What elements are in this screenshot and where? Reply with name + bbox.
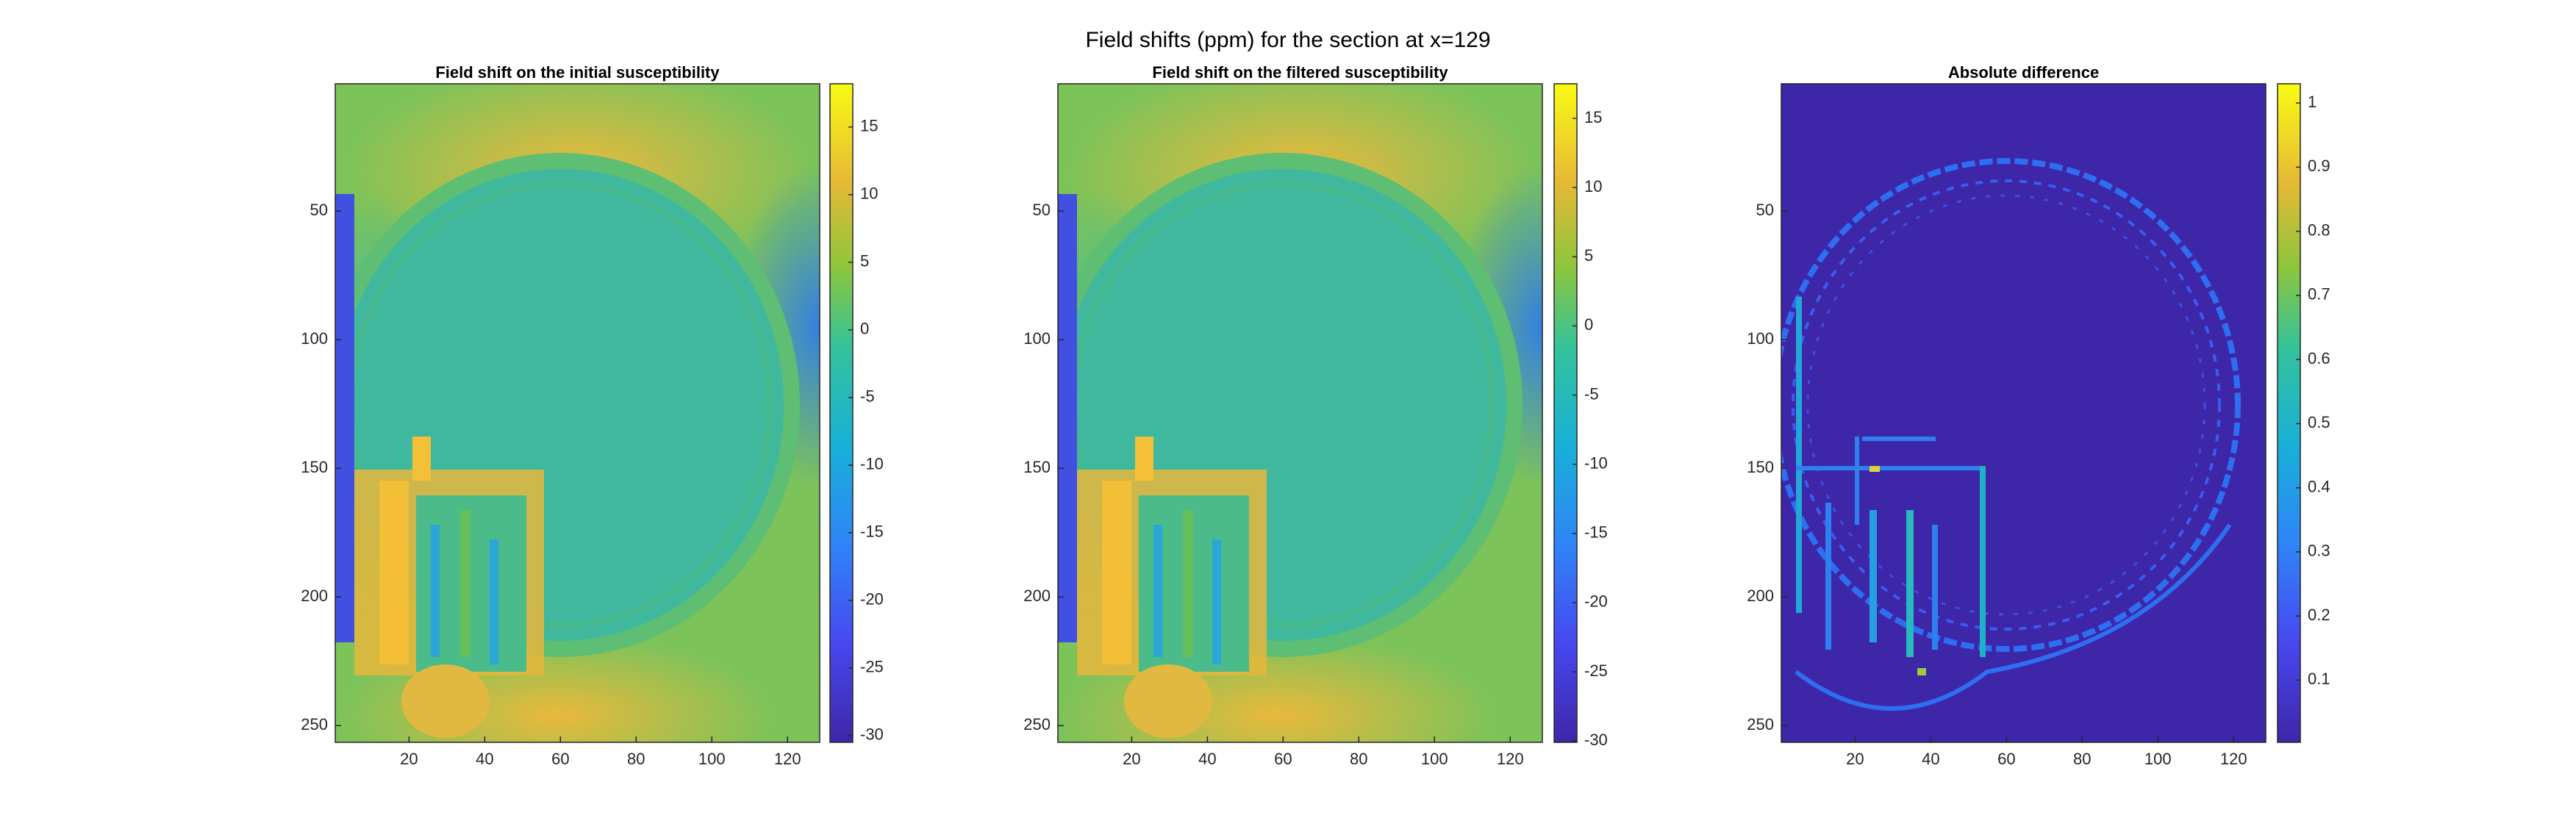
- x-tick-label: 40: [1922, 750, 1939, 768]
- colorbar-tick-label: -30: [1584, 731, 1608, 749]
- colorbar-tick-label: 0.1: [2308, 670, 2330, 688]
- x-tick-label: 20: [1123, 750, 1140, 768]
- colorbar-tick-label: 10: [1584, 177, 1602, 196]
- y-tick-label: 150: [1023, 458, 1051, 476]
- x-tick-label: 120: [1497, 750, 1524, 768]
- colorbar-tick-label: 0.4: [2308, 477, 2330, 495]
- panel-title: Field shift on the initial susceptibilit…: [435, 63, 720, 82]
- y-tick-label: 100: [1747, 329, 1774, 348]
- axes-frame: [1057, 83, 1543, 743]
- colorbar-tick-label: 0: [1584, 315, 1593, 334]
- panel-title: Field shift on the filtered susceptibili…: [1152, 63, 1448, 82]
- y-tick-label: 250: [1747, 715, 1774, 734]
- colorbar-tick-label: -10: [1584, 453, 1608, 472]
- x-tick-label: 40: [476, 750, 493, 768]
- colorbar-tick-label: 15: [1584, 108, 1602, 126]
- colorbar-tick-label: -15: [1584, 523, 1608, 542]
- x-tick-label: 60: [551, 750, 569, 768]
- colorbar-tick-label: 0.3: [2308, 542, 2330, 560]
- colorbar-tick-label: -5: [860, 387, 875, 406]
- x-tick-label: 80: [2073, 750, 2091, 768]
- x-tick-label: 100: [1421, 750, 1448, 768]
- heatmap-image: [1014, 62, 1631, 797]
- y-tick-label: 100: [1023, 329, 1051, 348]
- colorbar-tick-label: 0.8: [2308, 220, 2330, 239]
- y-tick-label: 200: [1023, 587, 1051, 605]
- y-tick-label: 50: [1033, 201, 1051, 219]
- y-tick-label: 250: [301, 715, 328, 734]
- panel-title: Absolute difference: [1948, 63, 2099, 82]
- colorbar-tick-label: 0: [860, 320, 869, 338]
- x-tick-label: 120: [2220, 750, 2247, 768]
- colorbar: [2277, 83, 2301, 743]
- x-tick-label: 40: [1198, 750, 1216, 768]
- y-tick-label: 250: [1023, 715, 1051, 734]
- heatmap-image: [291, 62, 908, 797]
- x-tick-label: 80: [1350, 750, 1367, 768]
- colorbar-tick-label: 0.6: [2308, 349, 2330, 367]
- colorbar: [829, 83, 854, 743]
- colorbar-tick-label: 0.7: [2308, 285, 2330, 304]
- colorbar-tick-label: 0.9: [2308, 157, 2330, 175]
- colorbar-tick-label: -25: [1584, 661, 1608, 680]
- colorbar-tick-label: 0.2: [2308, 606, 2330, 624]
- y-tick-label: 100: [301, 329, 328, 348]
- y-tick-label: 150: [301, 458, 328, 476]
- colorbar-tick-label: 0.5: [2308, 413, 2330, 431]
- figure-title: Field shifts (ppm) for the section at x=…: [1085, 28, 1490, 52]
- colorbar-tick-label: -5: [1584, 384, 1599, 403]
- colorbar-tick-label: 5: [860, 252, 869, 270]
- y-tick-label: 50: [310, 201, 328, 219]
- colorbar-tick-label: -20: [860, 590, 884, 609]
- y-tick-label: 200: [301, 587, 328, 605]
- x-tick-label: 80: [627, 750, 645, 768]
- colorbar-tick-label: -15: [860, 523, 884, 541]
- colorbar-tick-label: 5: [1584, 246, 1593, 265]
- x-tick-label: 120: [774, 750, 801, 768]
- x-tick-label: 20: [400, 750, 418, 768]
- colorbar: [1553, 83, 1578, 743]
- y-tick-label: 50: [1756, 201, 1774, 219]
- colorbar-tick-label: -10: [860, 455, 884, 473]
- colorbar-tick-label: -20: [1584, 592, 1608, 611]
- heatmap-image: [1775, 84, 2266, 742]
- colorbar-tick-label: -30: [860, 725, 884, 744]
- y-tick-label: 200: [1747, 587, 1774, 605]
- x-tick-label: 100: [2144, 750, 2172, 768]
- colorbar-tick-label: 1: [2308, 93, 2316, 111]
- axes-frame: [1781, 83, 2266, 743]
- x-tick-label: 60: [1997, 750, 2015, 768]
- axes-frame: [334, 83, 820, 743]
- colorbar-tick-label: 15: [860, 117, 878, 135]
- x-tick-label: 20: [1846, 750, 1864, 768]
- colorbar-tick-label: -25: [860, 658, 884, 676]
- x-tick-label: 60: [1274, 750, 1292, 768]
- y-tick-label: 150: [1747, 458, 1774, 476]
- x-tick-label: 100: [698, 750, 726, 768]
- colorbar-tick-label: 10: [860, 184, 878, 203]
